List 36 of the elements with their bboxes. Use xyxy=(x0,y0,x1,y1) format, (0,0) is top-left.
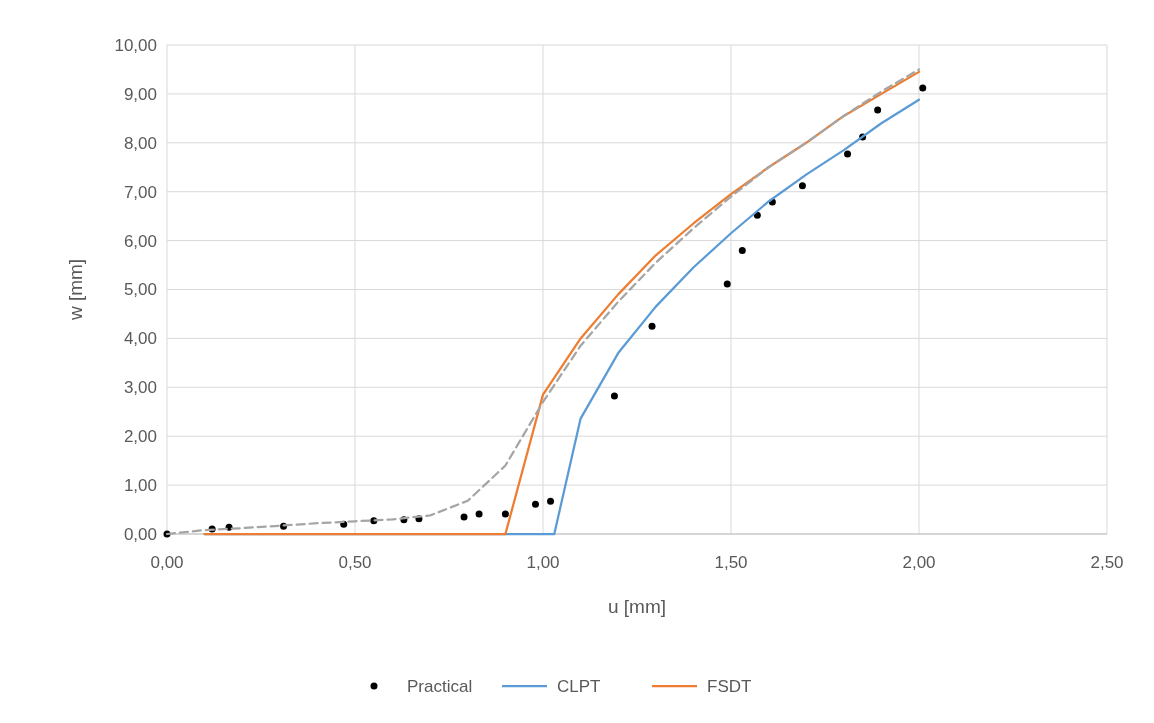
point xyxy=(919,84,927,92)
x-tick-label: 0,50 xyxy=(338,553,372,572)
point xyxy=(531,500,539,508)
y-tick-label: 9,00 xyxy=(123,84,157,104)
point xyxy=(610,392,618,400)
point xyxy=(547,497,555,505)
y-tick-label: 5,00 xyxy=(123,280,157,300)
y-tick-label: 8,00 xyxy=(123,133,157,153)
legend-label: CLPT xyxy=(557,676,601,696)
legend-label: Practical xyxy=(407,676,473,696)
y-axis-title: w [mm] xyxy=(65,258,86,322)
y-tick-label: 2,00 xyxy=(123,427,157,447)
y-tick-label: 0,00 xyxy=(123,524,157,544)
point xyxy=(753,211,761,219)
x-tick-label: 2,50 xyxy=(1090,553,1124,572)
point xyxy=(874,106,882,114)
point xyxy=(798,182,806,190)
y-tick-label: 7,00 xyxy=(123,182,157,202)
legend-label: FSDT xyxy=(707,676,752,696)
point xyxy=(501,510,509,518)
y-tick-label: 3,00 xyxy=(123,378,157,398)
point xyxy=(723,280,731,288)
point xyxy=(648,322,656,330)
y-tick-label: 4,00 xyxy=(123,329,157,349)
x-tick-label: 1,50 xyxy=(714,553,748,572)
y-tick-label: 10,00 xyxy=(114,35,157,55)
x-tick-label: 1,00 xyxy=(526,553,560,572)
point xyxy=(844,150,852,158)
x-axis-title: u [mm] xyxy=(607,596,667,617)
x-tick-label: 2,00 xyxy=(902,553,936,572)
x-tick-label: 0,00 xyxy=(150,553,184,572)
point xyxy=(460,513,468,521)
point xyxy=(475,510,483,518)
point xyxy=(738,246,746,254)
y-tick-label: 1,00 xyxy=(123,476,157,496)
y-tick-label: 6,00 xyxy=(123,231,157,251)
